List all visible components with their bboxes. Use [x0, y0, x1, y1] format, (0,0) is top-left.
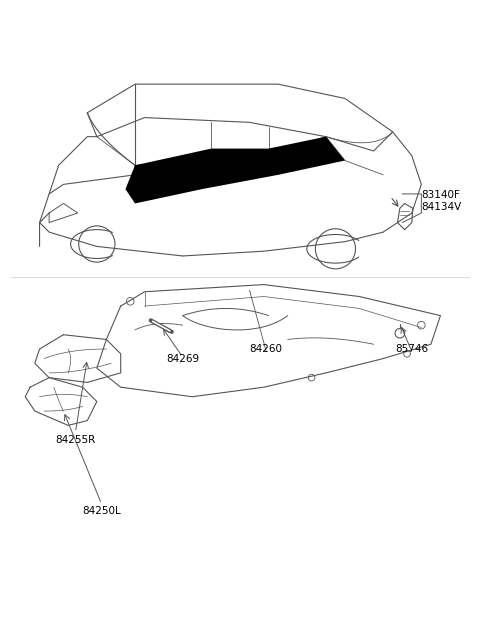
Text: 84250L: 84250L	[82, 506, 121, 516]
Text: 83140F
84134V: 83140F 84134V	[421, 190, 462, 212]
Text: 84260: 84260	[250, 344, 283, 354]
Polygon shape	[125, 137, 345, 204]
Text: 84269: 84269	[166, 354, 199, 364]
Text: 85746: 85746	[395, 344, 428, 354]
Text: 84255R: 84255R	[55, 434, 96, 445]
